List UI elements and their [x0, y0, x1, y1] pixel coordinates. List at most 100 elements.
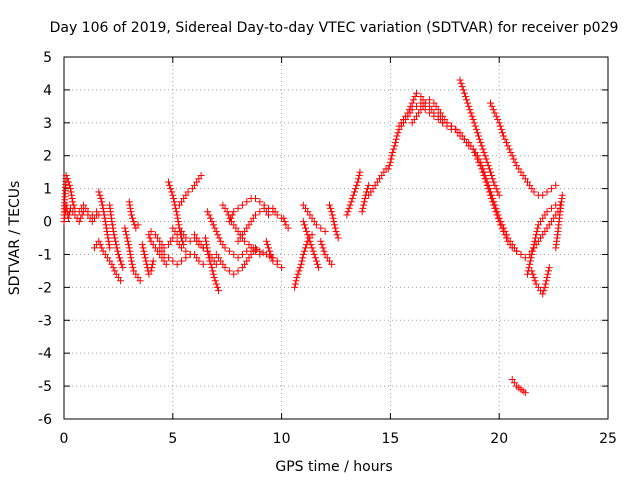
- data-point: [167, 185, 175, 193]
- data-point: [488, 102, 496, 110]
- data-point: [510, 155, 518, 163]
- data-point: [195, 257, 203, 265]
- data-point: [312, 221, 320, 229]
- data-point: [333, 231, 341, 239]
- data-point: [492, 208, 500, 216]
- data-point: [467, 109, 475, 117]
- data-point: [385, 162, 393, 170]
- data-point: [203, 241, 211, 249]
- data-point: [386, 158, 394, 166]
- data-point: [476, 162, 484, 170]
- data-point: [208, 218, 216, 226]
- data-point: [452, 125, 460, 133]
- data-point: [129, 214, 137, 222]
- data-point: [102, 221, 110, 229]
- data-point: [526, 257, 534, 265]
- data-point: [486, 99, 494, 107]
- data-point: [511, 158, 519, 166]
- x-tick-label: 15: [381, 431, 399, 447]
- data-point: [384, 165, 392, 173]
- data-point: [225, 247, 233, 255]
- data-point: [507, 148, 515, 156]
- data-point: [109, 224, 117, 232]
- data-point: [464, 99, 472, 107]
- data-point: [126, 250, 134, 258]
- data-point: [65, 181, 73, 189]
- data-point: [545, 264, 553, 272]
- data-point: [320, 247, 328, 255]
- data-point: [390, 145, 398, 153]
- data-point: [125, 241, 133, 249]
- data-point: [125, 244, 133, 252]
- data-point: [225, 267, 233, 275]
- data-point: [101, 214, 109, 222]
- data-point: [504, 142, 512, 150]
- data-point: [124, 237, 132, 245]
- data-point: [360, 198, 368, 206]
- data-point: [465, 142, 473, 150]
- data-point: [265, 211, 273, 219]
- y-tick-label: 2: [43, 149, 52, 165]
- data-point: [119, 264, 127, 272]
- data-point: [500, 227, 508, 235]
- data-point: [230, 208, 238, 216]
- data-point: [68, 195, 76, 203]
- data-point: [259, 249, 267, 257]
- data-point: [210, 273, 218, 281]
- data-point: [138, 241, 146, 249]
- data-point: [130, 218, 138, 226]
- data-point: [68, 191, 76, 199]
- x-axis-title: GPS time / hours: [275, 459, 392, 475]
- data-point: [533, 227, 541, 235]
- data-point: [267, 250, 275, 258]
- data-point: [495, 218, 503, 226]
- data-point: [67, 188, 75, 196]
- data-point: [62, 171, 70, 179]
- data-point: [117, 257, 125, 265]
- data-point: [405, 106, 413, 114]
- data-point: [486, 168, 494, 176]
- data-point: [332, 227, 340, 235]
- data-point: [102, 224, 110, 232]
- data-point: [302, 224, 310, 232]
- data-point: [388, 152, 396, 160]
- data-point: [426, 96, 434, 104]
- data-point: [202, 237, 210, 245]
- data-point: [182, 247, 190, 255]
- data-point: [204, 208, 212, 216]
- data-point: [256, 208, 264, 216]
- data-point: [106, 244, 114, 252]
- data-point: [391, 142, 399, 150]
- data-point: [539, 290, 547, 298]
- y-tick-label: -2: [38, 280, 52, 296]
- data-point: [471, 148, 479, 156]
- x-tick-label: 0: [60, 431, 69, 447]
- data-point: [197, 171, 205, 179]
- data-point: [360, 201, 368, 209]
- data-point: [146, 234, 154, 242]
- data-point: [69, 198, 77, 206]
- data-point: [115, 254, 123, 262]
- data-point: [173, 231, 181, 239]
- data-point: [299, 250, 307, 258]
- data-point: [413, 89, 421, 97]
- data-point: [497, 125, 505, 133]
- data-point: [523, 270, 531, 278]
- data-point: [494, 116, 502, 124]
- data-point: [105, 237, 113, 245]
- data-point: [479, 168, 487, 176]
- data-point: [140, 247, 148, 255]
- data-point: [108, 260, 116, 268]
- data-point: [77, 214, 85, 222]
- data-point: [505, 145, 513, 153]
- data-point: [98, 201, 106, 209]
- data-point: [178, 257, 186, 265]
- data-point: [126, 201, 134, 209]
- data-point: [212, 280, 220, 288]
- data-point: [312, 257, 320, 265]
- data-point: [123, 234, 131, 242]
- data-point: [345, 204, 353, 212]
- data-point: [108, 218, 116, 226]
- data-point: [211, 277, 219, 285]
